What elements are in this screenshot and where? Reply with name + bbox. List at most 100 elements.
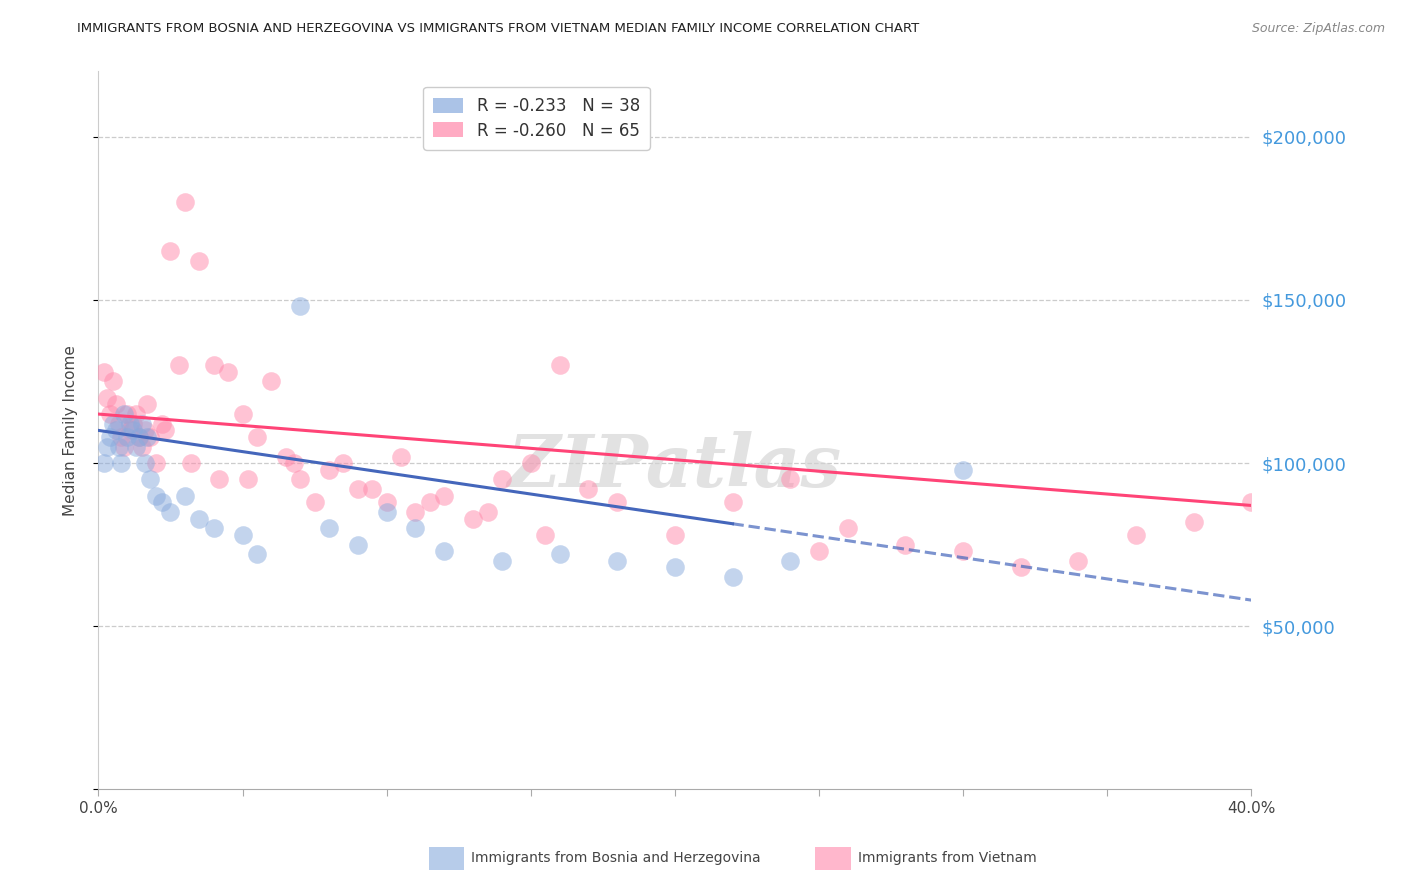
Point (260, 375, 283, 389)
Point (520, 456, 543, 470)
Point (150, 417, 173, 431)
Text: ZIPatlas: ZIPatlas (508, 431, 842, 502)
Point (346, 538, 368, 552)
Point (180, 456, 202, 470)
Point (188, 253, 211, 268)
Point (159, 244, 181, 258)
Point (217, 365, 239, 379)
Point (231, 528, 254, 542)
Point (208, 472, 231, 486)
Text: Source: ZipAtlas.com: Source: ZipAtlas.com (1251, 22, 1385, 36)
Point (807, 544, 830, 558)
Point (202, 358, 225, 372)
Point (231, 407, 254, 421)
Point (837, 521, 859, 535)
Point (290, 472, 312, 486)
Point (136, 430, 159, 444)
Point (117, 430, 139, 444)
Point (1010, 560, 1032, 574)
Point (246, 430, 269, 444)
Point (202, 521, 225, 535)
Point (98, 407, 121, 421)
Point (318, 462, 340, 476)
Point (405, 505, 427, 519)
Point (405, 521, 427, 535)
Point (419, 495, 441, 509)
Legend: R = -0.233   N = 38, R = -0.260   N = 65: R = -0.233 N = 38, R = -0.260 N = 65 (423, 87, 650, 150)
Point (283, 456, 305, 470)
Point (110, 456, 132, 470)
Point (107, 417, 129, 431)
Point (167, 358, 190, 372)
Bar (815, 847, 851, 870)
Point (112, 440, 135, 454)
Point (104, 397, 127, 411)
Point (125, 440, 148, 454)
Y-axis label: Median Family Income: Median Family Income (63, 345, 77, 516)
Point (1182, 515, 1205, 529)
Point (491, 554, 513, 568)
Point (389, 450, 412, 464)
Text: IMMIGRANTS FROM BOSNIA AND HERZEGOVINA VS IMMIGRANTS FROM VIETNAM MEDIAN FAMILY : IMMIGRANTS FROM BOSNIA AND HERZEGOVINA V… (77, 22, 920, 36)
Point (664, 560, 686, 574)
Point (104, 424, 127, 438)
Point (131, 440, 153, 454)
Point (318, 521, 340, 535)
Point (548, 548, 571, 562)
Point (96, 391, 118, 405)
Point (952, 544, 974, 558)
Point (1067, 554, 1090, 568)
Point (721, 495, 744, 509)
Point (139, 472, 162, 486)
Point (606, 554, 628, 568)
Point (131, 417, 153, 431)
Point (120, 417, 142, 431)
Point (1240, 495, 1263, 509)
Point (112, 407, 135, 421)
Point (332, 456, 354, 470)
Point (779, 472, 801, 486)
Point (120, 424, 142, 438)
Point (188, 511, 211, 525)
Point (606, 495, 628, 509)
Point (174, 194, 197, 209)
Point (534, 528, 557, 542)
Point (122, 417, 145, 431)
Point (375, 505, 398, 519)
Point (107, 440, 129, 454)
Point (664, 528, 686, 542)
Point (174, 489, 197, 503)
Point (96, 440, 118, 454)
Point (134, 424, 156, 438)
Point (145, 489, 167, 503)
Text: Immigrants from Vietnam: Immigrants from Vietnam (858, 851, 1036, 865)
Point (117, 407, 139, 421)
Point (93, 456, 115, 470)
Point (548, 358, 571, 372)
Point (122, 424, 145, 438)
Bar (429, 847, 464, 870)
Point (101, 417, 124, 431)
Point (150, 495, 173, 509)
Point (134, 456, 156, 470)
Point (159, 505, 181, 519)
Point (1125, 528, 1147, 542)
Point (894, 538, 917, 552)
Point (238, 472, 260, 486)
Point (98, 430, 121, 444)
Point (153, 424, 176, 438)
Point (290, 299, 312, 313)
Point (125, 407, 148, 421)
Point (461, 511, 484, 525)
Point (128, 430, 150, 444)
Point (375, 495, 398, 509)
Point (93, 365, 115, 379)
Point (433, 489, 456, 503)
Point (721, 570, 744, 584)
Point (101, 375, 124, 389)
Point (952, 462, 974, 476)
Point (304, 495, 326, 509)
Point (246, 548, 269, 562)
Point (361, 482, 384, 496)
Point (433, 544, 456, 558)
